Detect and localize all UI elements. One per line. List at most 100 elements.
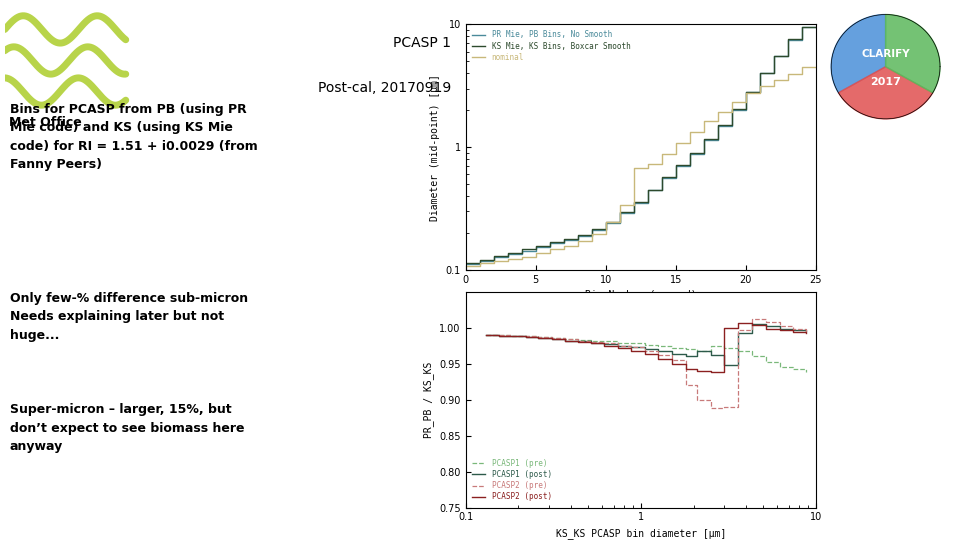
Text: Post-cal, 20170919: Post-cal, 20170919 [318, 81, 451, 95]
PCASP1 (post) [652, 348, 663, 355]
PCASP2 (pre) [533, 334, 544, 340]
PCASP1 (pre) [787, 366, 799, 373]
PCASP1 (pre) [705, 342, 716, 349]
PR Mie, PB Bins, No Smooth [768, 53, 780, 59]
PCASP2 (post) [732, 319, 744, 326]
nominal [586, 231, 597, 237]
PCASP2 (pre) [719, 403, 731, 410]
PCASP2 (post) [680, 366, 691, 372]
PCASP1 (post) [493, 332, 505, 339]
PCASP2 (pre) [546, 334, 558, 341]
X-axis label: KS_KS PCASP bin diameter [μm]: KS_KS PCASP bin diameter [μm] [556, 528, 726, 539]
PCASP2 (post) [493, 332, 505, 339]
PCASP2 (post) [774, 327, 785, 334]
PCASP2 (post) [625, 347, 636, 354]
PCASP2 (pre) [586, 339, 597, 345]
PCASP1 (post) [546, 336, 558, 342]
Y-axis label: PR_PB / KS_KS: PR_PB / KS_KS [422, 361, 434, 438]
PCASP1 (pre) [507, 332, 518, 339]
PCASP1 (post) [760, 323, 772, 329]
nominal [502, 256, 514, 262]
Text: PCASP 1: PCASP 1 [394, 37, 451, 50]
PCASP2 (post) [746, 322, 757, 329]
PCASP1 (post) [732, 329, 744, 336]
PCASP2 (pre) [507, 332, 518, 339]
Line: PCASP2 (pre): PCASP2 (pre) [486, 319, 806, 408]
KS Mie, KS Bins, Boxcar Smooth [782, 36, 794, 43]
KS Mie, KS Bins, Boxcar Smooth [558, 235, 569, 242]
PCASP1 (post) [625, 344, 636, 350]
PR Mie, PB Bins, No Smooth [544, 240, 556, 247]
Legend: PR Mie, PB Bins, No Smooth, KS Mie, KS Bins, Boxcar Smooth, nominal: PR Mie, PB Bins, No Smooth, KS Mie, KS B… [469, 28, 633, 64]
PCASP1 (post) [638, 346, 650, 353]
PR Mie, PB Bins, No Smooth [726, 107, 737, 113]
PCASP1 (pre) [680, 346, 691, 353]
nominal [740, 90, 752, 97]
KS Mie, KS Bins, Boxcar Smooth [698, 136, 709, 143]
KS Mie, KS Bins, Boxcar Smooth [670, 162, 682, 168]
PCASP1 (post) [774, 326, 785, 332]
PCASP2 (pre) [760, 319, 772, 325]
Line: PCASP1 (post): PCASP1 (post) [486, 324, 806, 365]
KS Mie, KS Bins, Boxcar Smooth [755, 69, 766, 76]
PCASP1 (post) [480, 332, 492, 338]
PCASP1 (pre) [719, 345, 731, 351]
PCASP1 (pre) [652, 343, 663, 349]
PCASP1 (pre) [480, 332, 492, 338]
PCASP2 (post) [572, 339, 584, 345]
Text: Met Office: Met Office [9, 116, 82, 129]
nominal [712, 109, 724, 115]
nominal [488, 258, 499, 265]
nominal [516, 254, 527, 260]
PCASP2 (pre) [652, 352, 663, 358]
Line: PR Mie, PB Bins, No Smooth: PR Mie, PB Bins, No Smooth [466, 27, 816, 264]
nominal [558, 242, 569, 249]
PCASP2 (pre) [732, 327, 744, 333]
Polygon shape [831, 15, 885, 93]
Text: Super-micron – larger, 15%, but
don’t expect to see biomass here
anyway: Super-micron – larger, 15%, but don’t ex… [10, 403, 244, 453]
PCASP2 (pre) [666, 357, 678, 363]
PCASP1 (pre) [638, 342, 650, 348]
KS Mie, KS Bins, Boxcar Smooth [796, 24, 807, 30]
KS Mie, KS Bins, Boxcar Smooth [530, 242, 541, 249]
KS Mie, KS Bins, Boxcar Smooth [502, 249, 514, 256]
PCASP1 (post) [746, 321, 757, 327]
PCASP2 (post) [801, 330, 812, 336]
Line: PCASP1 (pre): PCASP1 (pre) [486, 335, 806, 372]
PR Mie, PB Bins, No Smooth [516, 247, 527, 254]
PCASP1 (pre) [493, 332, 505, 338]
PCASP2 (pre) [691, 396, 703, 403]
PR Mie, PB Bins, No Smooth [502, 251, 514, 257]
PCASP1 (pre) [666, 345, 678, 351]
PCASP1 (post) [705, 352, 716, 358]
PCASP2 (post) [599, 342, 611, 349]
KS Mie, KS Bins, Boxcar Smooth [642, 186, 654, 193]
PR Mie, PB Bins, No Smooth [755, 70, 766, 77]
PCASP2 (pre) [612, 342, 624, 349]
KS Mie, KS Bins, Boxcar Smooth [474, 256, 486, 263]
PR Mie, PB Bins, No Smooth [474, 258, 486, 264]
PR Mie, PB Bins, No Smooth [810, 24, 822, 30]
KS Mie, KS Bins, Boxcar Smooth [460, 260, 471, 267]
Line: nominal: nominal [466, 68, 816, 266]
PCASP2 (pre) [519, 333, 531, 340]
PCASP1 (post) [801, 328, 812, 334]
nominal [755, 83, 766, 89]
PR Mie, PB Bins, No Smooth [558, 237, 569, 243]
PCASP2 (post) [666, 360, 678, 367]
PCASP2 (pre) [599, 340, 611, 347]
nominal [656, 151, 667, 157]
PCASP2 (pre) [625, 344, 636, 350]
PCASP1 (pre) [586, 338, 597, 344]
nominal [460, 262, 471, 269]
Line: PCASP2 (post): PCASP2 (post) [486, 322, 806, 372]
PR Mie, PB Bins, No Smooth [740, 89, 752, 96]
PR Mie, PB Bins, No Smooth [796, 24, 807, 30]
Legend: PCASP1 (pre), PCASP1 (post), PCASP2 (pre), PCASP2 (post): PCASP1 (pre), PCASP1 (post), PCASP2 (pre… [469, 456, 554, 504]
PR Mie, PB Bins, No Smooth [684, 151, 696, 157]
KS Mie, KS Bins, Boxcar Smooth [628, 199, 639, 205]
nominal [782, 71, 794, 77]
KS Mie, KS Bins, Boxcar Smooth [516, 246, 527, 253]
PCASP1 (pre) [732, 347, 744, 354]
PCASP1 (pre) [691, 347, 703, 354]
